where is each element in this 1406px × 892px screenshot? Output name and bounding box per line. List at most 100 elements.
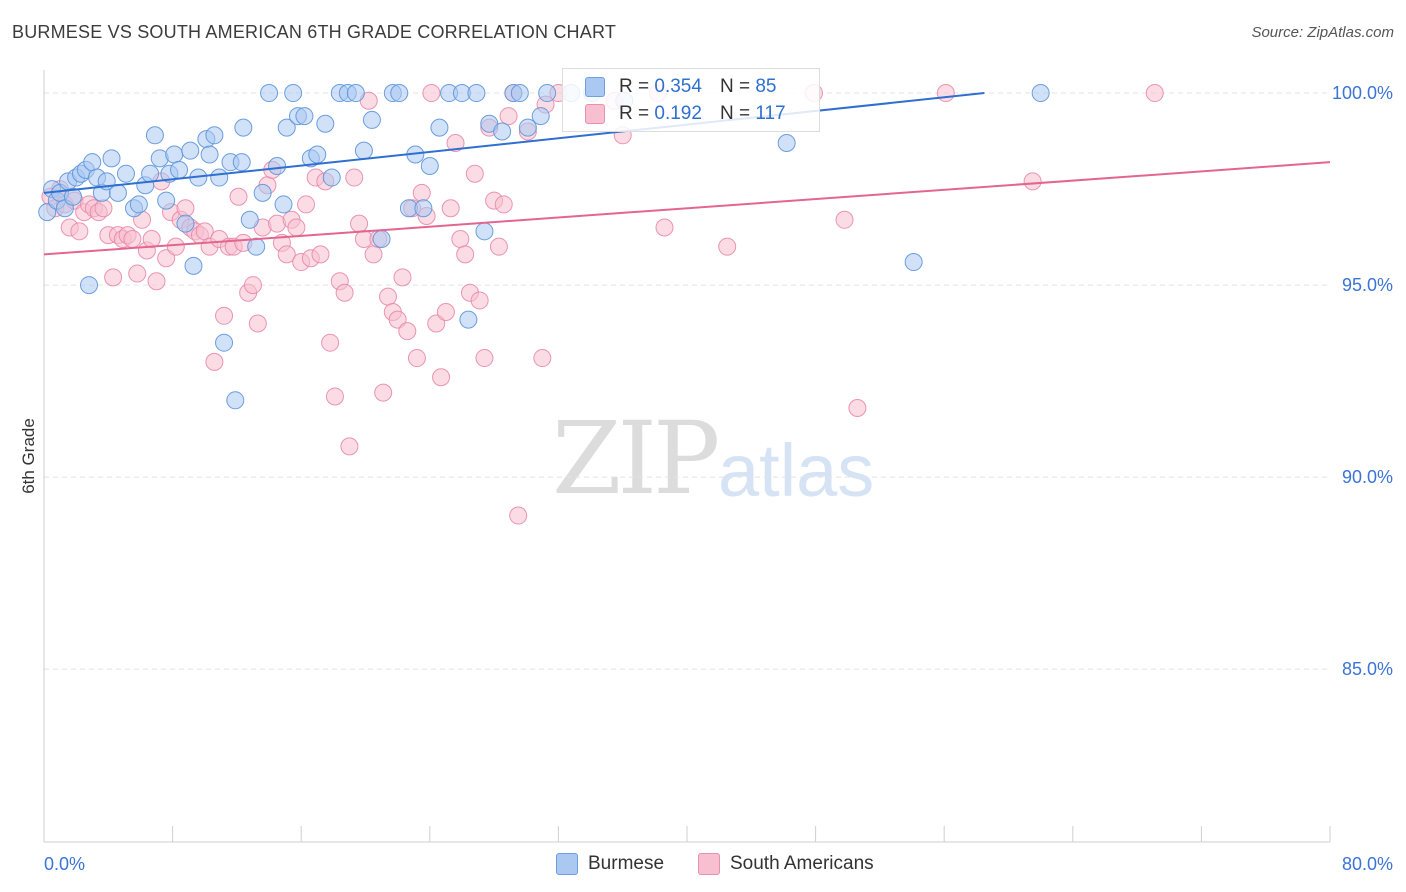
burmese-point	[80, 276, 99, 295]
burmese-point	[129, 195, 148, 214]
south-americans-point	[393, 268, 412, 287]
south-americans-point	[412, 183, 431, 202]
south-americans-point	[465, 164, 484, 183]
south-americans-point	[936, 84, 955, 103]
stats-legend: R = 0.354 N = 85 R = 0.192 N = 117	[562, 68, 820, 132]
south-americans-point	[379, 287, 398, 306]
south-americans-point	[147, 272, 166, 291]
burmese-point	[308, 145, 327, 164]
trend-lines	[43, 92, 1331, 256]
south-americans-point	[1023, 172, 1042, 191]
burmese-point	[277, 118, 296, 137]
burmese-point	[226, 391, 245, 410]
burmese-point	[430, 118, 449, 137]
burmese-point	[205, 126, 224, 145]
burmese-point	[170, 160, 189, 179]
x-tick-label-max: 80.0%	[1342, 854, 1393, 874]
south-americans-point	[311, 245, 330, 264]
burmese-point	[904, 253, 923, 272]
burmese-point	[316, 114, 335, 133]
burmese-point	[116, 164, 135, 183]
burmese-point	[414, 199, 433, 218]
source-credit: Source: ZipAtlas.com	[1251, 24, 1394, 41]
burmese-point	[268, 157, 287, 176]
burmese-point	[354, 141, 373, 160]
burmese-point	[145, 126, 164, 145]
south-americans-point	[441, 199, 460, 218]
burmese-point	[184, 256, 203, 275]
south-americans-point	[436, 302, 455, 321]
burmese-point	[247, 237, 266, 256]
legend-label-south-americans: South Americans	[730, 853, 874, 874]
watermark-zip: ZIP	[552, 400, 720, 517]
south-americans-point	[456, 245, 475, 264]
south-americans-point	[533, 349, 552, 368]
burmese-point	[777, 133, 796, 152]
south-americans-point	[509, 506, 528, 525]
south-americans-swatch	[585, 104, 605, 124]
south-americans-point	[470, 291, 489, 310]
y-tick-label: 90.0%	[1342, 467, 1393, 487]
burmese-point	[1031, 84, 1050, 103]
south-americans-point	[94, 199, 113, 218]
south-americans-point	[70, 222, 89, 241]
burmese-swatch	[556, 853, 578, 875]
south-americans-point	[451, 229, 470, 248]
burmese-point	[390, 84, 409, 103]
south-americans-point	[297, 195, 316, 214]
south-americans-point	[475, 349, 494, 368]
burmese-points	[38, 84, 1050, 410]
burmese-point	[181, 141, 200, 160]
y-tick-label: 100.0%	[1332, 83, 1393, 103]
burmese-point	[260, 84, 279, 103]
south-americans-point	[446, 133, 465, 152]
burmese-n-value: 85	[755, 76, 777, 97]
y-tick-label: 95.0%	[1342, 275, 1393, 295]
legend-item-burmese[interactable]: Burmese	[556, 852, 664, 876]
burmese-point	[322, 168, 341, 187]
legend-item-south-americans[interactable]: South Americans	[698, 852, 874, 876]
burmese-point	[295, 107, 314, 126]
burmese-point	[518, 118, 537, 137]
south-americans-point	[205, 352, 224, 371]
burmese-point	[83, 153, 102, 172]
south-americans-point	[848, 398, 867, 417]
burmese-point	[157, 191, 176, 210]
burmese-point	[467, 84, 486, 103]
y-tick-label: 85.0%	[1342, 659, 1393, 679]
burmese-point	[176, 214, 195, 233]
south-americans-point	[229, 187, 248, 206]
south-americans-point	[128, 264, 147, 283]
south-americans-n-value: 117	[755, 103, 786, 124]
south-americans-point	[427, 314, 446, 333]
burmese-point	[232, 153, 251, 172]
legend-row-burmese: R = 0.354 N = 85	[585, 74, 776, 100]
burmese-point	[475, 222, 494, 241]
watermark-atlas: atlas	[718, 429, 875, 512]
south-americans-r-value: 0.192	[654, 103, 702, 124]
x-tick-label-min: 0.0%	[44, 854, 85, 874]
south-americans-point	[176, 199, 195, 218]
burmese-point	[108, 183, 127, 202]
south-americans-swatch	[698, 853, 720, 875]
south-americans-point	[655, 218, 674, 237]
south-americans-point	[374, 383, 393, 402]
burmese-point	[215, 333, 234, 352]
south-americans-point	[422, 84, 441, 103]
r-label: R =	[619, 76, 650, 97]
burmese-point	[531, 107, 550, 126]
burmese-point	[200, 145, 219, 164]
burmese-swatch	[585, 77, 605, 97]
burmese-point	[63, 187, 82, 206]
south-americans-point	[335, 283, 354, 302]
south-americans-point	[407, 349, 426, 368]
n-label: N =	[719, 103, 751, 124]
burmese-point	[459, 310, 478, 329]
r-label: R =	[619, 103, 650, 124]
south-americans-point	[718, 237, 737, 256]
gridlines	[44, 92, 1330, 670]
burmese-point	[372, 229, 391, 248]
y-axis-title: 6th Grade	[19, 418, 38, 494]
south-americans-point	[835, 210, 854, 229]
